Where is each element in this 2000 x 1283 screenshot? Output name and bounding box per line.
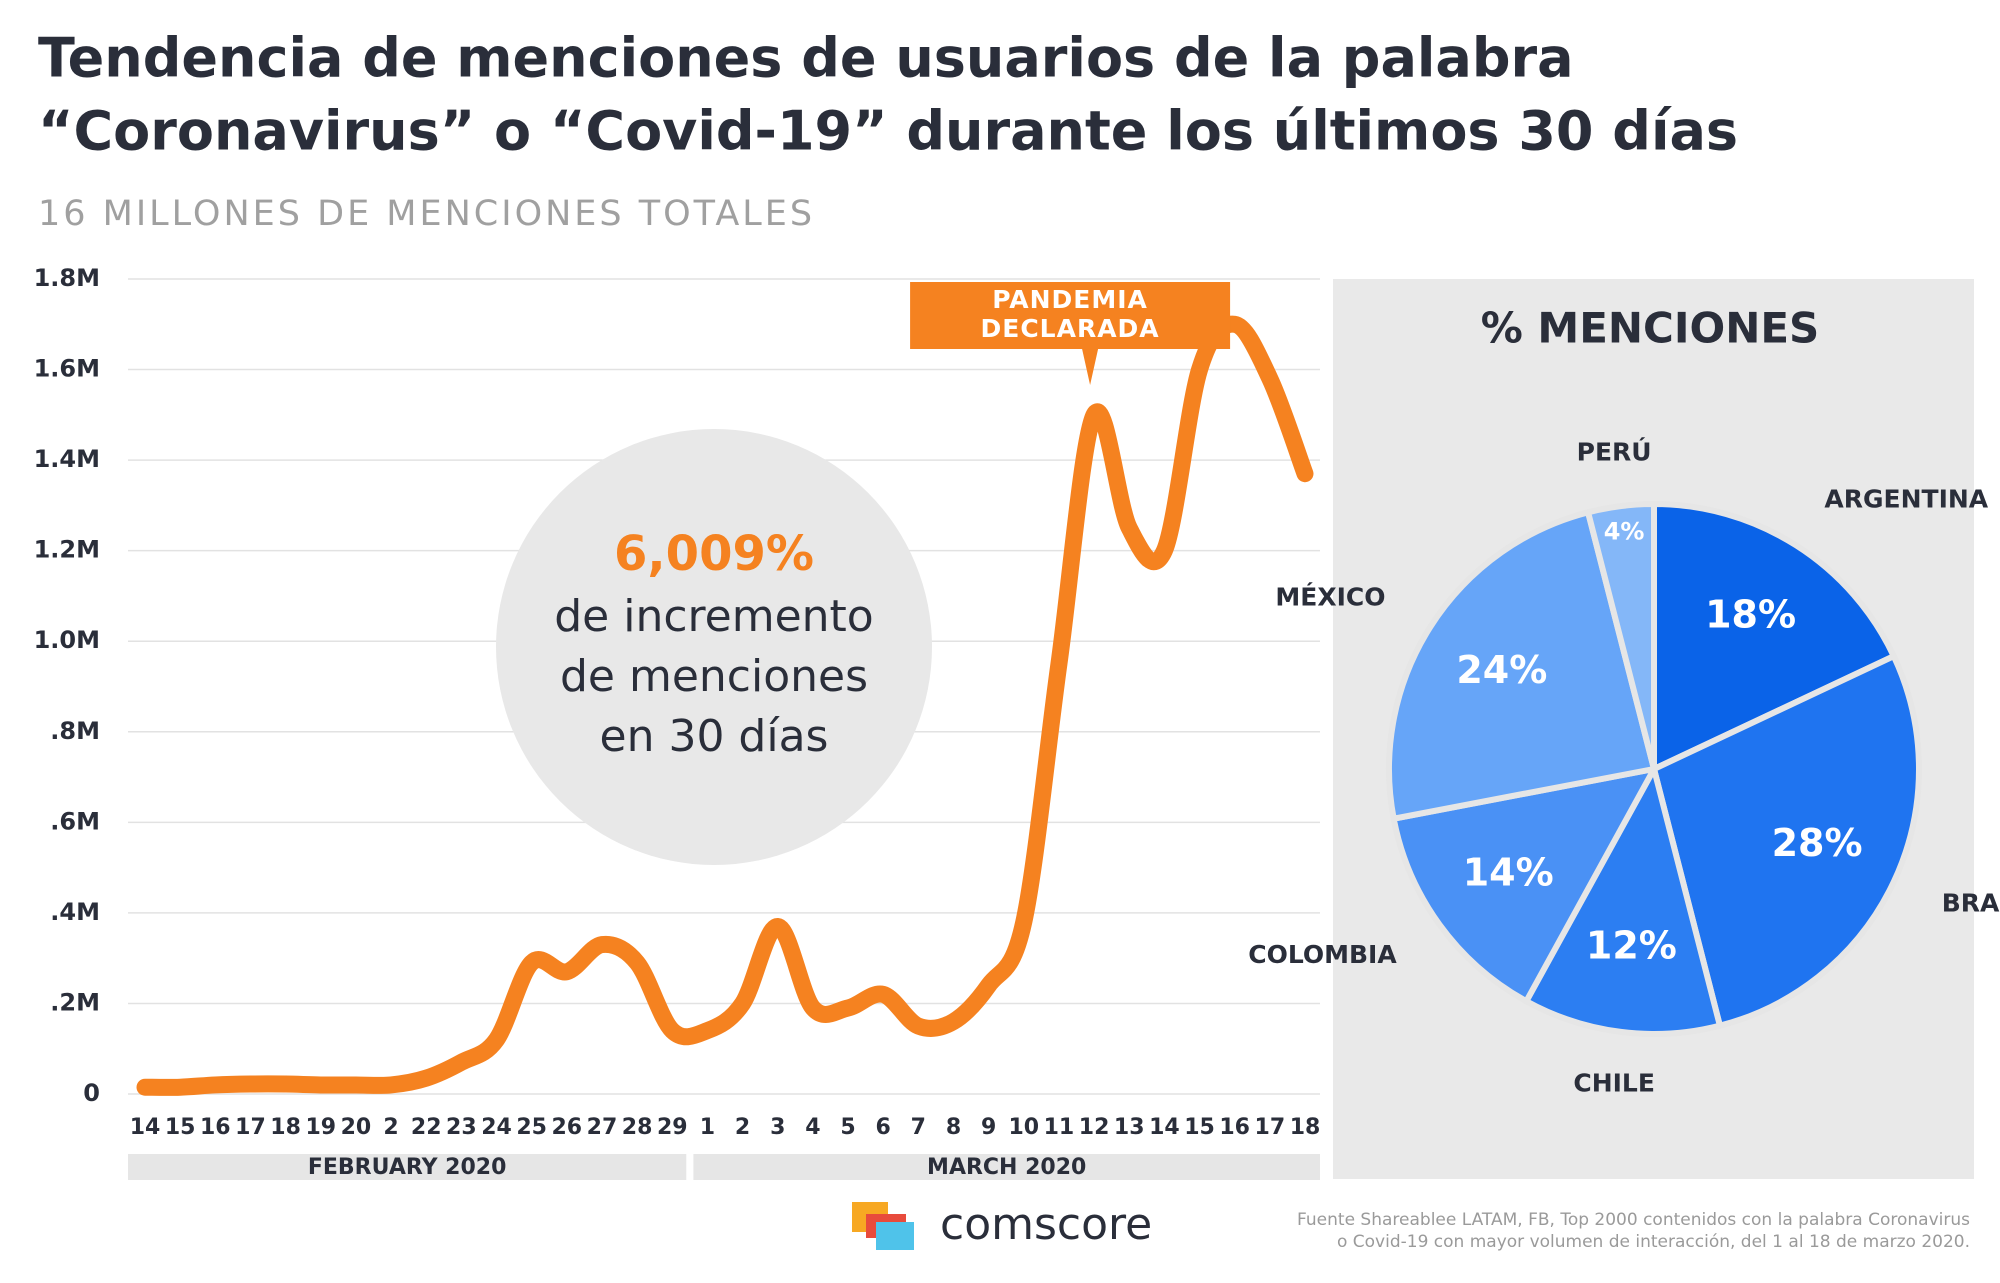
- x-tick-label: 22: [411, 1115, 442, 1140]
- month-band: [128, 1154, 687, 1180]
- y-tick-label: 1.8M: [34, 264, 100, 292]
- x-tick-label: 8: [946, 1115, 961, 1140]
- value-label: 12%: [1586, 923, 1677, 967]
- x-tick-label: 10: [1008, 1115, 1039, 1140]
- x-tick-label: 25: [516, 1115, 547, 1140]
- x-tick-label: 6: [876, 1115, 891, 1140]
- y-tick-label: 1.4M: [34, 445, 100, 473]
- x-tick-label: 2: [383, 1115, 398, 1140]
- callout-text: de incremento: [554, 591, 873, 642]
- value-label: 18%: [1705, 592, 1796, 636]
- x-tick-label: 16: [200, 1115, 231, 1140]
- category-label: COLOMBIA: [1248, 940, 1397, 969]
- y-tick-label: 1.6M: [34, 355, 100, 383]
- y-tick-label: 1.0M: [34, 626, 100, 654]
- x-tick-label: 17: [1255, 1115, 1286, 1140]
- line: [136, 315, 1314, 1096]
- y-tick-label: 1.2M: [34, 536, 100, 564]
- x-tick-label: 20: [341, 1115, 372, 1140]
- callout-circle: [496, 429, 932, 865]
- pie-slice: [1650, 652, 1922, 1030]
- x-tick-label: 2: [735, 1115, 750, 1140]
- x-tick-label: 17: [235, 1115, 266, 1140]
- value-label: 4%: [1604, 517, 1645, 545]
- x-tick-label: 11: [1044, 1115, 1075, 1140]
- x-tick-label: 27: [587, 1115, 618, 1140]
- pie-title: % MENCIONES: [1481, 304, 1820, 353]
- x-tick-label: 18: [270, 1115, 301, 1140]
- category-label: CHILE: [1573, 1068, 1655, 1097]
- x-tick-label: 15: [1184, 1115, 1215, 1140]
- x-tick-label: 7: [911, 1115, 926, 1140]
- y-tick-label: .6M: [50, 807, 100, 835]
- month-label: FEBRUARY 2020: [308, 1155, 507, 1180]
- source: o Covid-19 con mayor volumen de interacc…: [1337, 1232, 1970, 1252]
- subtitle: 16 MILLONES DE MENCIONES TOTALES: [38, 194, 815, 234]
- month-band: [693, 1154, 1320, 1180]
- pie-slice: [1522, 760, 1724, 1037]
- month-label: MARCH 2020: [927, 1155, 1086, 1180]
- annotation-text: DECLARADA: [981, 314, 1160, 343]
- y-tick-label: .2M: [50, 988, 100, 1016]
- chart-title: Tendencia de menciones de usuarios de la…: [38, 27, 1574, 90]
- brand: comscore: [940, 1199, 1152, 1250]
- value-label: 24%: [1456, 648, 1547, 692]
- pie-slice: [1386, 508, 1658, 823]
- x-tick-label: 12: [1079, 1115, 1110, 1140]
- annotation-text: PANDEMIA: [992, 285, 1148, 314]
- x-tick-label: 15: [165, 1115, 196, 1140]
- x-tick-label: 16: [1219, 1115, 1250, 1140]
- callout-text: de menciones: [560, 651, 868, 702]
- x-tick-label: 14: [130, 1115, 161, 1140]
- x-tick-label: 4: [805, 1115, 820, 1140]
- category-label: MÉXICO: [1275, 583, 1385, 612]
- x-tick-label: 26: [552, 1115, 583, 1140]
- pie-slice: [1584, 500, 1657, 770]
- x-tick-label: 1: [700, 1115, 715, 1140]
- x-tick-label: 3: [770, 1115, 785, 1140]
- y-tick-label: .8M: [50, 717, 100, 745]
- pie-slice: [1651, 500, 1898, 774]
- value-label: 14%: [1463, 850, 1554, 894]
- category-label: BRASIL: [1942, 888, 2000, 917]
- x-tick-label: 5: [840, 1115, 855, 1140]
- value-label: 28%: [1772, 821, 1863, 865]
- x-tick-label: 23: [446, 1115, 477, 1140]
- x-tick-label: 29: [657, 1115, 688, 1140]
- callout-highlight: 6,009%: [614, 526, 814, 582]
- x-tick-label: 28: [622, 1115, 653, 1140]
- category-label: ARGENTINA: [1824, 485, 1988, 514]
- source: Fuente Shareablee LATAM, FB, Top 2000 co…: [1297, 1210, 1970, 1230]
- callout-text: en 30 días: [600, 711, 829, 762]
- x-tick-label: 9: [981, 1115, 996, 1140]
- x-tick-label: 24: [481, 1115, 512, 1140]
- x-tick-label: 14: [1149, 1115, 1180, 1140]
- logo-shape: [876, 1222, 914, 1250]
- category-label: PERÚ: [1577, 437, 1652, 467]
- x-tick-label: 19: [305, 1115, 336, 1140]
- x-tick-label: 18: [1290, 1115, 1321, 1140]
- annotation-box: [910, 282, 1231, 385]
- pie-slice: [1390, 764, 1660, 1006]
- x-tick-label: 13: [1114, 1115, 1145, 1140]
- chart-title: “Coronavirus” o “Covid-19” durante los ú…: [38, 100, 1738, 163]
- y-tick-label: 0: [83, 1079, 100, 1107]
- y-tick-label: .4M: [50, 898, 100, 926]
